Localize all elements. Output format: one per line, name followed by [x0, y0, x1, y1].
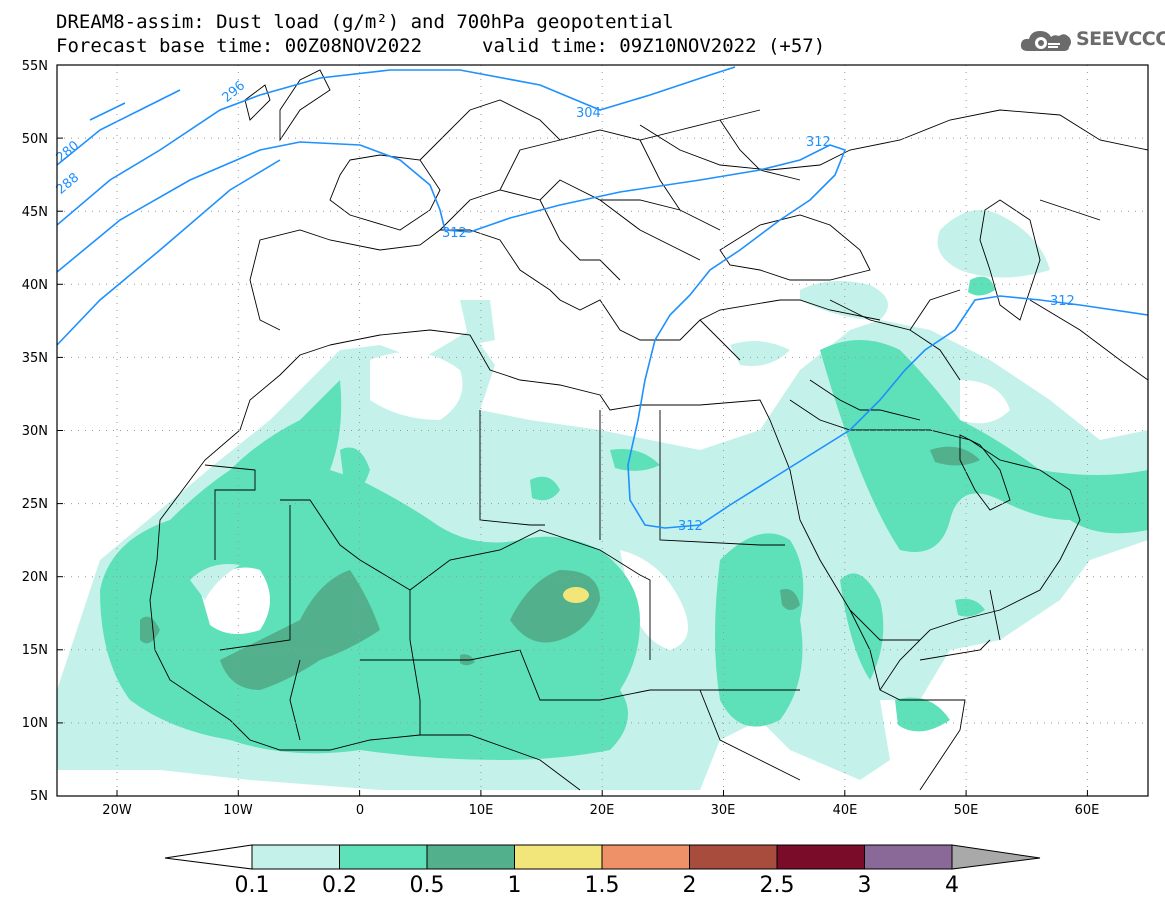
colorbar-label: 1.5	[585, 873, 620, 898]
colorbar-label: 2.5	[760, 873, 795, 898]
colorbar-label: 4	[945, 873, 959, 898]
logo-text: SEEVCCC	[1076, 28, 1165, 50]
colorbar-label: 0.2	[322, 873, 357, 898]
valid-time: valid time: 09Z10NOV2022 (+57)	[482, 35, 826, 57]
contour-label: 312	[806, 135, 831, 150]
colorbar-segment	[514, 844, 603, 870]
lat-label: 55N	[22, 59, 48, 74]
colorbar-label: 1	[508, 873, 522, 898]
lat-label: 35N	[22, 351, 48, 366]
colorbar-label: 0.1	[235, 873, 270, 898]
colorbar-segment	[776, 844, 865, 870]
lat-label: 20N	[22, 570, 48, 585]
contour-label: 304	[576, 106, 601, 121]
longitude-labels: 20W 10W 0 10E 20E 30E 40E 50E 60E	[102, 803, 1099, 818]
colorbar-labels: 0.1 0.2 0.5 1 1.5 2 2.5 3 4	[235, 873, 960, 898]
dust-level-1	[563, 587, 589, 603]
contour-label: 312	[442, 226, 467, 241]
colorbar-high-extension	[951, 844, 1041, 870]
axis-ticks	[57, 137, 1088, 796]
lat-label: 10N	[22, 716, 48, 731]
contour-label: 312	[678, 519, 703, 534]
lon-label: 50E	[954, 803, 979, 818]
lat-label: 30N	[22, 424, 48, 439]
lon-label: 10W	[223, 803, 253, 818]
lat-label: 50N	[22, 132, 48, 147]
contour-label: 312	[1050, 294, 1075, 309]
lon-label: 10E	[469, 803, 494, 818]
colorbar	[164, 844, 1041, 870]
latitude-labels: 55N 50N 45N 40N 35N 30N 25N 20N 15N 10N …	[22, 59, 48, 804]
colorbar-low-extension	[164, 844, 253, 870]
forecast-base-time: Forecast base time: 00Z08NOV2022	[56, 35, 423, 57]
lat-label: 5N	[30, 789, 48, 804]
lat-label: 15N	[22, 643, 48, 658]
map-title: DREAM8-assim: Dust load (g/m²) and 700hP…	[56, 11, 674, 33]
colorbar-label: 2	[683, 873, 697, 898]
lon-label: 20E	[590, 803, 615, 818]
lat-label: 40N	[22, 278, 48, 293]
dust-level-0.5	[220, 570, 380, 690]
colorbar-label: 3	[858, 873, 872, 898]
colorbar-segment	[251, 844, 340, 870]
contour-label: 280	[54, 138, 83, 165]
lon-label: 60E	[1075, 803, 1100, 818]
colorbar-segment	[339, 844, 428, 870]
colorbar-label: 0.5	[410, 873, 445, 898]
contour-label: 288	[54, 170, 83, 197]
geopotential-contours	[57, 66, 1148, 529]
lon-label: 20W	[102, 803, 132, 818]
colorbar-segment	[689, 844, 778, 870]
lon-label: 30E	[711, 803, 736, 818]
lat-label: 25N	[22, 497, 48, 512]
lon-label: 40E	[833, 803, 858, 818]
seevccc-logo: SEEVCCC	[1018, 24, 1165, 58]
colorbar-segment	[864, 844, 953, 870]
cloud-gear-icon	[1020, 31, 1071, 51]
colorbar-segment	[426, 844, 515, 870]
lat-label: 45N	[22, 205, 48, 220]
graticule	[57, 65, 1148, 796]
colorbar-segment	[601, 844, 690, 870]
lon-label: 0	[356, 803, 364, 818]
